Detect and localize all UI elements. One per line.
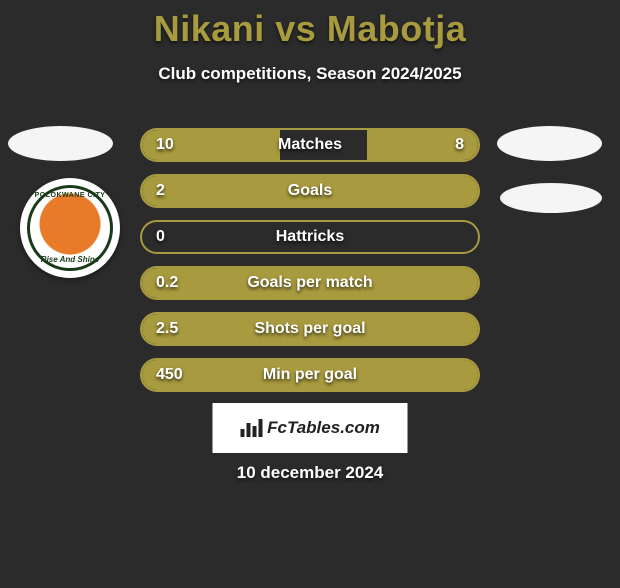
bar-label: Matches [142,130,478,160]
stats-bars: 108Matches 2Goals 0Hattricks 0.2Goals per m… [140,128,480,404]
avatar-placeholder-right-2 [500,183,602,213]
club-badge-inner: POLOKWANE CITY Rise And Shine [27,185,113,271]
bar-label: Goals [142,176,478,206]
stat-bar-row: 0Hattricks [140,220,480,254]
brand-chart-icon [240,419,262,437]
badge-text-bottom: Rise And Shine [30,255,110,264]
date-text: 10 december 2024 [0,463,620,483]
stat-bar-row: 450Min per goal [140,358,480,392]
bar-label: Goals per match [142,268,478,298]
bar-label: Shots per goal [142,314,478,344]
brand-text: FcTables.com [267,418,380,438]
page-subtitle: Club competitions, Season 2024/2025 [0,64,620,84]
club-badge: POLOKWANE CITY Rise And Shine [20,178,120,278]
bar-label: Hattricks [142,222,478,252]
stat-bar-row: 2.5Shots per goal [140,312,480,346]
avatar-placeholder-left [8,126,113,161]
avatar-placeholder-right-1 [497,126,602,161]
badge-text-top: POLOKWANE CITY [30,192,110,199]
brand-box: FcTables.com [213,403,408,453]
stat-bar-row: 108Matches [140,128,480,162]
bar-label: Min per goal [142,360,478,390]
stat-bar-row: 0.2Goals per match [140,266,480,300]
page-title: Nikani vs Mabotja [0,8,620,50]
stat-bar-row: 2Goals [140,174,480,208]
